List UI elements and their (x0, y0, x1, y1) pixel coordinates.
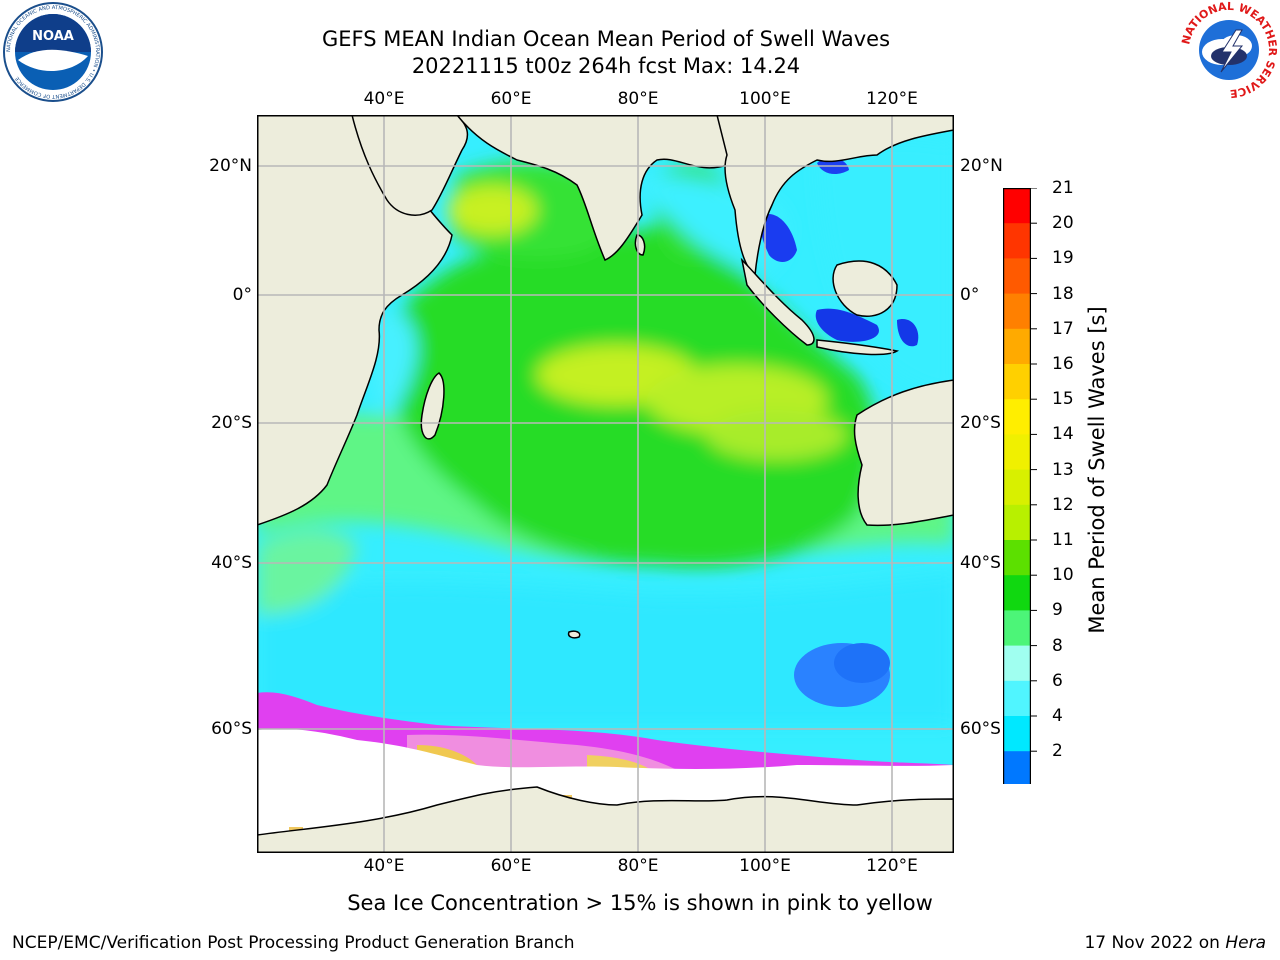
colorbar-tick-label: 16 (1052, 354, 1074, 374)
lat-label-left-0: 0° (232, 285, 252, 305)
colorbar-segment (1003, 328, 1031, 365)
colorbar-tick-label: 12 (1052, 494, 1074, 515)
colorbar-label: Mean Period of Swell Waves [s] (1085, 306, 1109, 634)
colorbar-segment (1003, 399, 1031, 435)
colorbar-tick-label: 10 (1052, 565, 1074, 586)
lat-label-right-0: 0° (960, 285, 980, 305)
map-panel (257, 115, 954, 853)
colorbar-segment (1003, 610, 1031, 646)
colorbar-tick-label: 14 (1052, 424, 1074, 445)
colorbar-segment (1003, 540, 1031, 576)
lat-label-right-60s: 60°S (960, 719, 1001, 739)
colorbar-tick-label: 4 (1052, 706, 1063, 726)
colorbar-tick-label: 21 (1052, 178, 1074, 198)
lon-label-top-120e: 120°E (866, 89, 918, 109)
credit-text: NCEP/EMC/Verification Post Processing Pr… (12, 933, 575, 953)
date-text: 17 Nov 2022 on (1084, 933, 1226, 953)
colorbar-segment (1003, 751, 1031, 784)
date-stamp: 17 Nov 2022 on Hera (1084, 933, 1266, 953)
colorbar-tick-label: 2 (1052, 741, 1063, 762)
colorbar-tick-label: 17 (1052, 318, 1074, 339)
colorbar-segment (1003, 364, 1031, 400)
lon-label-bottom-80e: 80°E (617, 856, 659, 876)
colorbar-segment (1003, 293, 1031, 330)
colorbar-tick-label: 6 (1052, 670, 1063, 691)
lat-label-left-20n: 20°N (209, 156, 252, 176)
colorbar-segment (1003, 575, 1031, 611)
sea-ice-note: Sea Ice Concentration > 15% is shown in … (347, 891, 933, 915)
lon-label-bottom-40e: 40°E (363, 856, 405, 876)
colorbar-tick-label: 18 (1052, 283, 1074, 304)
lon-label-top-40e: 40°E (363, 89, 405, 109)
graticule (257, 115, 954, 853)
noaa-logo: NOAA NATIONAL OCEANIC AND ATMOSPHERIC AD… (3, 2, 103, 102)
colorbar-tick-label: 11 (1052, 530, 1074, 550)
colorbar-tick-label: 13 (1052, 459, 1074, 480)
lon-label-top-60e: 60°E (490, 89, 532, 109)
colorbar (1003, 188, 1037, 784)
lon-label-top-80e: 80°E (617, 89, 659, 109)
colorbar-tick-label: 8 (1052, 635, 1063, 656)
noaa-logo-text: NOAA (32, 29, 74, 44)
nws-logo: NATIONAL WEATHER SERVICE (1179, 0, 1279, 100)
lon-label-bottom-120e: 120°E (866, 856, 918, 876)
lon-label-bottom-100e: 100°E (739, 856, 791, 876)
colorbar-segment (1003, 680, 1031, 717)
colorbar-border (1003, 188, 1031, 784)
colorbar-tick-label: 9 (1052, 600, 1063, 621)
colorbar-tick-label: 20 (1052, 213, 1074, 234)
colorbar-segment (1003, 469, 1031, 506)
colorbar-segment (1003, 258, 1031, 294)
lon-label-bottom-60e: 60°E (490, 856, 532, 876)
colorbar-segment (1003, 716, 1031, 752)
colorbar-tick-label: 19 (1052, 248, 1074, 269)
lat-label-right-20n: 20°N (960, 156, 1003, 176)
colorbar-tick-label: 15 (1052, 389, 1074, 410)
chart-subtitle: 20221115 t00z 264h fcst Max: 14.24 (411, 54, 801, 78)
chart-title: GEFS MEAN Indian Ocean Mean Period of Sw… (321, 27, 891, 51)
lat-label-left-40s: 40°S (211, 553, 252, 573)
machine-name: Hera (1225, 933, 1266, 953)
colorbar-segment (1003, 504, 1031, 541)
lat-label-left-60s: 60°S (211, 719, 252, 739)
map-border (257, 115, 954, 853)
colorbar-segment (1003, 645, 1031, 682)
lat-label-right-40s: 40°S (960, 553, 1001, 573)
lat-label-left-20s: 20°S (211, 413, 252, 433)
lat-label-right-20s: 20°S (960, 413, 1001, 433)
lon-label-top-100e: 100°E (739, 89, 791, 109)
colorbar-segment (1003, 434, 1031, 470)
colorbar-segment (1003, 188, 1031, 224)
colorbar-segment (1003, 223, 1031, 259)
